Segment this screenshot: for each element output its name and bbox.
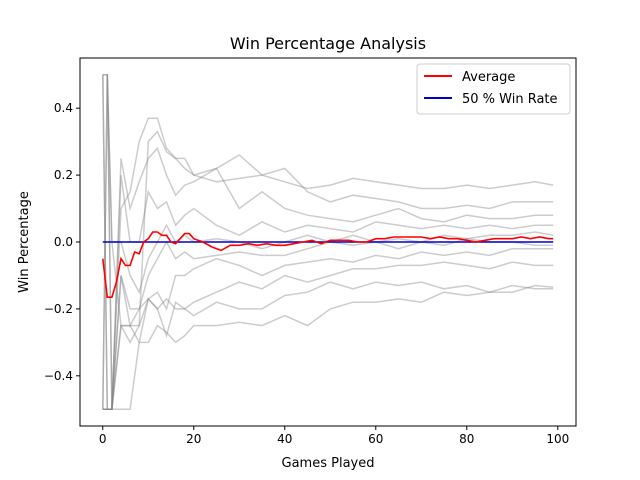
y-tick-label: −0.2 — [44, 302, 73, 316]
x-tick-label: 100 — [546, 432, 569, 446]
x-tick-label: 40 — [277, 432, 292, 446]
x-axis: 0 20 40 60 80 100 — [99, 426, 569, 446]
x-tick-label: 80 — [459, 432, 474, 446]
y-tick-label: 0.2 — [54, 168, 73, 182]
legend-box — [416, 63, 571, 115]
chart-title: Win Percentage Analysis — [230, 34, 426, 53]
trial-line-10 — [102, 284, 554, 411]
series-lines — [102, 231, 554, 299]
y-axis: −0.4 −0.2 0.0 0.2 0.4 — [44, 101, 80, 383]
trial-line-5 — [102, 74, 554, 410]
x-axis-label: Games Played — [282, 456, 375, 471]
trial-line-9 — [102, 281, 554, 411]
trial-line-3 — [102, 74, 554, 411]
trial-line-2 — [102, 73, 554, 410]
legend: Average 50 % Win Rate — [416, 63, 571, 115]
trial-line-7 — [102, 247, 554, 411]
y-tick-label: 0.0 — [54, 235, 73, 249]
x-tick-label: 20 — [186, 432, 201, 446]
trial-line-8 — [102, 261, 554, 411]
y-tick-label: −0.4 — [44, 369, 73, 383]
legend-label-baseline: 50 % Win Rate — [462, 92, 558, 107]
y-axis-label: Win Percentage — [17, 191, 32, 293]
trial-lines — [102, 73, 554, 411]
x-tick-label: 60 — [368, 432, 383, 446]
x-tick-label: 0 — [99, 432, 107, 446]
average-line — [102, 231, 554, 299]
y-tick-label: 0.4 — [54, 101, 73, 115]
trial-line-1 — [102, 73, 554, 344]
legend-label-average: Average — [462, 70, 515, 85]
